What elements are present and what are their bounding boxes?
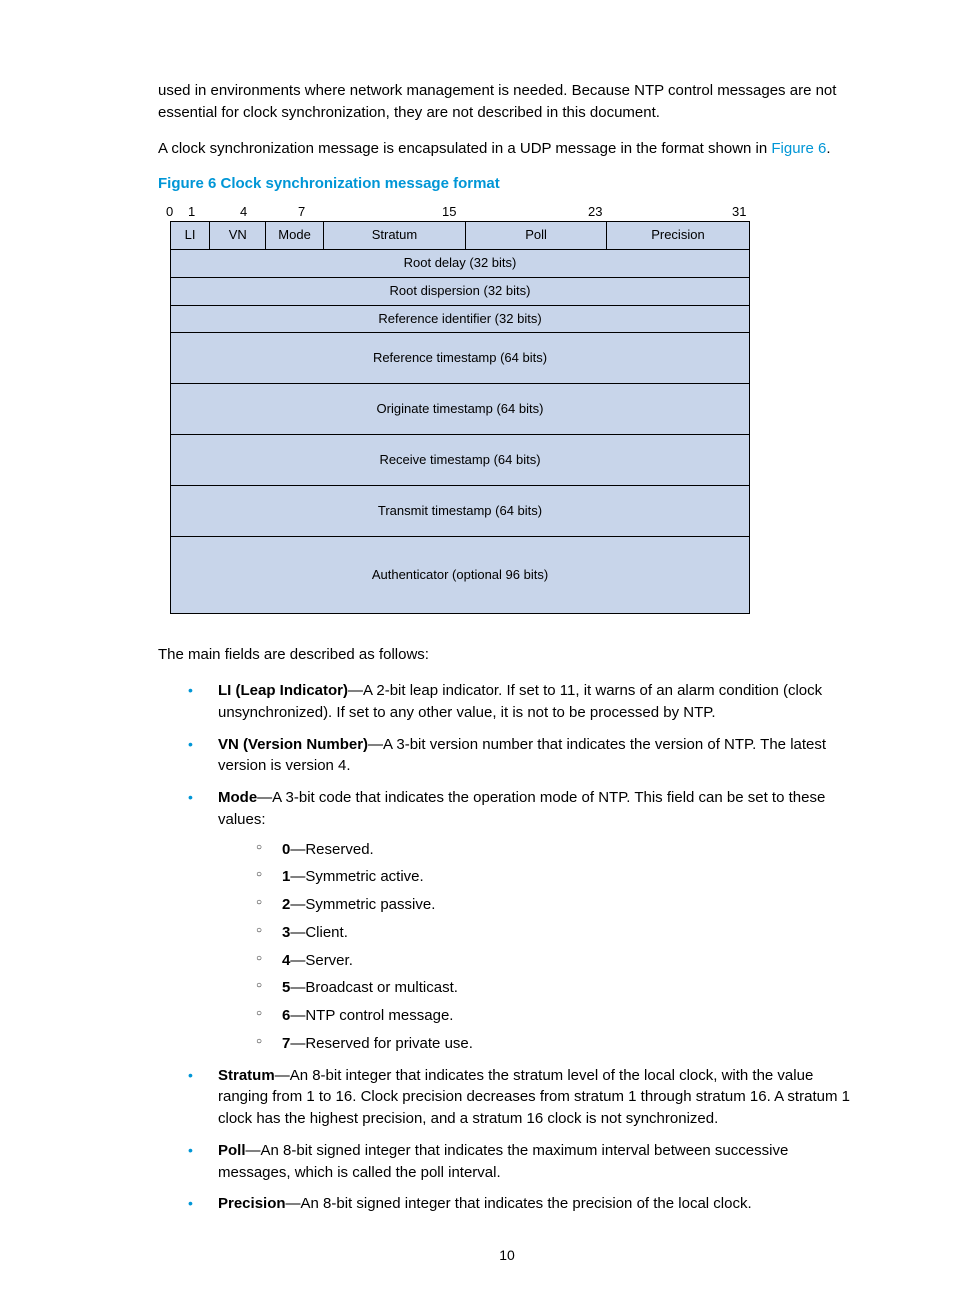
bit-label-4: 4 bbox=[240, 203, 247, 222]
mode-text-1: —Symmetric active. bbox=[290, 868, 423, 885]
figure-caption: Figure 6 Clock synchronization message f… bbox=[158, 173, 856, 195]
field-precision: Precision bbox=[606, 222, 749, 250]
intro-paragraph-2: A clock synchronization message is encap… bbox=[158, 138, 856, 160]
figure-6-link[interactable]: Figure 6 bbox=[771, 140, 826, 157]
field-name-precision: Precision bbox=[218, 1195, 286, 1212]
field-reference-id: Reference identifier (32 bits) bbox=[171, 305, 750, 333]
intro-p2-text-a: A clock synchronization message is encap… bbox=[158, 140, 771, 157]
list-item-poll: Poll—An 8-bit signed integer that indica… bbox=[182, 1140, 856, 1184]
field-vn: VN bbox=[210, 222, 266, 250]
field-name-stratum: Stratum bbox=[218, 1067, 275, 1084]
mode-text-3: —Client. bbox=[290, 924, 348, 941]
mode-value-2: 2—Symmetric passive. bbox=[256, 894, 856, 916]
bit-label-31: 31 bbox=[732, 203, 746, 222]
mode-text-5: —Broadcast or multicast. bbox=[290, 979, 458, 996]
field-root-delay: Root delay (32 bits) bbox=[171, 249, 750, 277]
intro-p2-text-b: . bbox=[826, 140, 830, 157]
fields-intro: The main fields are described as follows… bbox=[158, 644, 856, 666]
mode-value-3: 3—Client. bbox=[256, 922, 856, 944]
bit-label-1: 1 bbox=[188, 203, 195, 222]
field-originate-ts: Originate timestamp (64 bits) bbox=[171, 384, 750, 435]
mode-text-4: —Server. bbox=[290, 952, 353, 969]
page-number: 10 bbox=[158, 1245, 856, 1265]
field-stratum: Stratum bbox=[323, 222, 465, 250]
field-text-precision: —An 8-bit signed integer that indicates … bbox=[286, 1195, 752, 1212]
mode-text-0: —Reserved. bbox=[290, 841, 373, 858]
field-name-poll: Poll bbox=[218, 1142, 246, 1159]
bit-label-0: 0 bbox=[166, 203, 173, 222]
field-transmit-ts: Transmit timestamp (64 bits) bbox=[171, 486, 750, 537]
bit-label-7: 7 bbox=[298, 203, 305, 222]
mode-value-0: 0—Reserved. bbox=[256, 839, 856, 861]
field-root-dispersion: Root dispersion (32 bits) bbox=[171, 277, 750, 305]
mode-value-7: 7—Reserved for private use. bbox=[256, 1033, 856, 1055]
field-receive-ts: Receive timestamp (64 bits) bbox=[171, 435, 750, 486]
mode-values-list: 0—Reserved. 1—Symmetric active. 2—Symmet… bbox=[218, 839, 856, 1055]
mode-value-4: 4—Server. bbox=[256, 950, 856, 972]
field-name-vn: VN (Version Number) bbox=[218, 736, 368, 753]
field-text-mode: —A 3-bit code that indicates the operati… bbox=[218, 789, 825, 828]
field-authenticator: Authenticator (optional 96 bits) bbox=[171, 537, 750, 614]
mode-value-5: 5—Broadcast or multicast. bbox=[256, 977, 856, 999]
bit-label-15: 15 bbox=[442, 203, 456, 222]
list-item-li: LI (Leap Indicator)—A 2-bit leap indicat… bbox=[182, 680, 856, 724]
bit-ruler: 0 1 4 7 15 23 31 bbox=[158, 203, 738, 221]
field-name-mode: Mode bbox=[218, 789, 257, 806]
field-text-stratum: —An 8-bit integer that indicates the str… bbox=[218, 1067, 850, 1128]
field-reference-ts: Reference timestamp (64 bits) bbox=[171, 333, 750, 384]
packet-format-diagram: LI VN Mode Stratum Poll Precision Root d… bbox=[170, 221, 750, 614]
mode-text-7: —Reserved for private use. bbox=[290, 1035, 473, 1052]
mode-text-2: —Symmetric passive. bbox=[290, 896, 435, 913]
field-mode: Mode bbox=[266, 222, 323, 250]
field-text-poll: —An 8-bit signed integer that indicates … bbox=[218, 1142, 788, 1181]
field-name-li: LI (Leap Indicator) bbox=[218, 682, 348, 699]
list-item-stratum: Stratum—An 8-bit integer that indicates … bbox=[182, 1065, 856, 1130]
list-item-precision: Precision—An 8-bit signed integer that i… bbox=[182, 1193, 856, 1215]
field-li: LI bbox=[171, 222, 210, 250]
intro-paragraph-1: used in environments where network manag… bbox=[158, 80, 856, 124]
list-item-mode: Mode—A 3-bit code that indicates the ope… bbox=[182, 787, 856, 1055]
list-item-vn: VN (Version Number)—A 3-bit version numb… bbox=[182, 734, 856, 778]
bit-label-23: 23 bbox=[588, 203, 602, 222]
mode-value-1: 1—Symmetric active. bbox=[256, 866, 856, 888]
field-description-list: LI (Leap Indicator)—A 2-bit leap indicat… bbox=[158, 680, 856, 1215]
mode-text-6: —NTP control message. bbox=[290, 1007, 453, 1024]
field-poll: Poll bbox=[466, 222, 607, 250]
mode-value-6: 6—NTP control message. bbox=[256, 1005, 856, 1027]
